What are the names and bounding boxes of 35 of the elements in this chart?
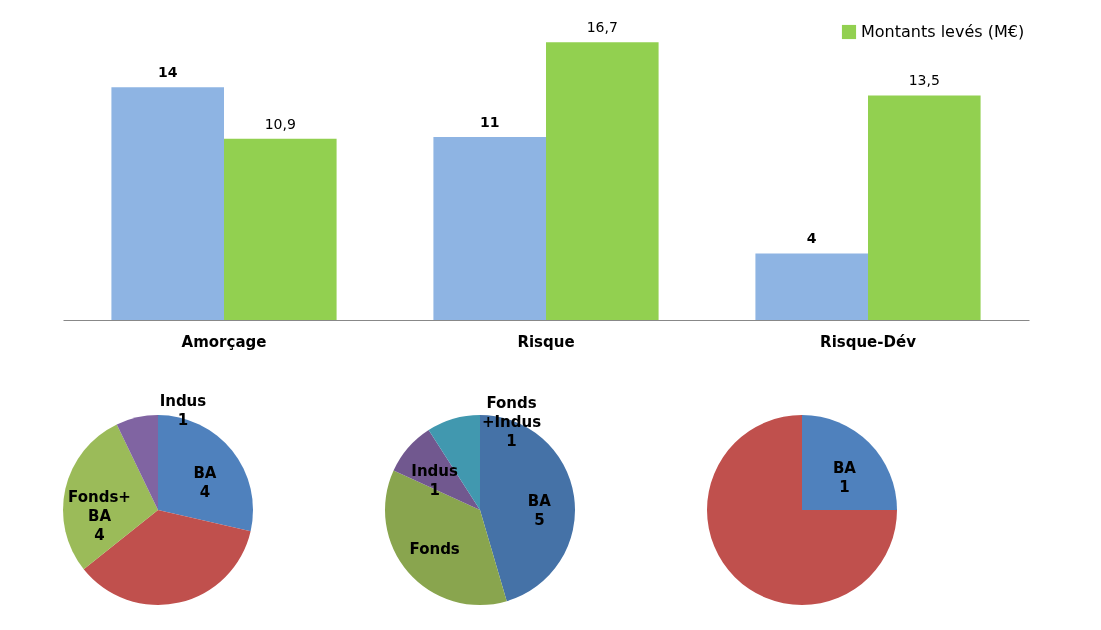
pie-slice — [480, 415, 575, 602]
x-tick-label: Amorçage — [181, 332, 267, 351]
bar — [546, 42, 659, 320]
bar — [755, 253, 868, 320]
data-label: 1 — [839, 477, 850, 496]
data-label: 4 — [199, 482, 211, 501]
data-label: 1 — [506, 431, 517, 450]
pie-slice — [707, 415, 897, 605]
bar — [868, 95, 981, 320]
slice-label: Indus — [411, 461, 459, 480]
bar — [224, 138, 337, 320]
data-label: 5 — [534, 511, 545, 530]
pie-slice — [63, 424, 158, 570]
data-label: 11 — [479, 114, 500, 131]
legend-label: Montants levés (M€) — [861, 22, 1025, 41]
x-tick-label: Risque — [517, 332, 575, 351]
data-label: 16,7 — [586, 19, 618, 36]
bar — [111, 87, 224, 320]
slice-label: Indus — [159, 391, 207, 410]
data-label: 13,5 — [908, 72, 940, 89]
data-label: 14 — [157, 64, 178, 81]
pie-slice — [802, 415, 897, 510]
slice-label: BA — [193, 463, 217, 482]
pie-slice — [83, 510, 251, 605]
bar — [433, 137, 546, 320]
data-label: 1 — [429, 480, 440, 499]
data-label: 10,9 — [264, 115, 296, 132]
slice-label: Fonds — [409, 540, 460, 559]
x-tick-label: Risque-Dév — [820, 332, 917, 351]
data-label: 4 — [94, 525, 105, 544]
data-label: 4 — [806, 230, 817, 247]
slice-label: Fonds+ BA — [68, 487, 131, 525]
slice-label: BA — [832, 458, 857, 477]
slice-label: BA — [527, 492, 552, 511]
pie-slice — [158, 415, 253, 532]
